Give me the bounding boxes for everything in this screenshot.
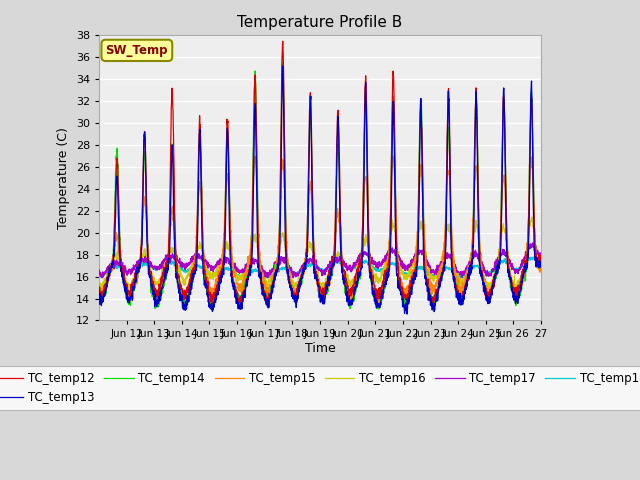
TC_temp16	[444, 227, 451, 233]
TC_temp17	[310, 259, 318, 265]
TC_temp16	[118, 264, 125, 269]
TC_temp14	[402, 307, 410, 313]
TC_temp14	[95, 290, 103, 296]
Line: TC_temp14: TC_temp14	[99, 62, 541, 310]
TC_temp16	[528, 214, 536, 220]
TC_temp13	[444, 131, 451, 136]
Text: SW_Temp: SW_Temp	[106, 44, 168, 57]
TC_temp18	[235, 276, 243, 282]
TC_temp13	[310, 271, 318, 276]
Title: Temperature Profile B: Temperature Profile B	[237, 15, 403, 30]
Line: TC_temp17: TC_temp17	[99, 243, 541, 278]
TC_temp17	[444, 250, 451, 256]
X-axis label: Time: Time	[305, 342, 335, 355]
TC_temp14	[279, 60, 287, 65]
TC_temp17	[525, 243, 532, 249]
TC_temp18	[118, 264, 125, 270]
TC_temp13	[525, 237, 532, 242]
TC_temp14	[525, 211, 532, 216]
TC_temp18	[95, 273, 103, 278]
TC_temp13	[118, 268, 125, 274]
TC_temp14	[310, 250, 318, 255]
TC_temp16	[291, 287, 298, 292]
TC_temp12	[525, 223, 532, 228]
TC_temp14	[118, 270, 125, 276]
TC_temp13	[403, 311, 411, 317]
TC_temp14	[444, 146, 451, 152]
TC_temp15	[95, 280, 103, 286]
TC_temp15	[537, 264, 545, 270]
TC_temp17	[529, 240, 537, 246]
TC_temp12	[279, 38, 287, 44]
TC_temp17	[299, 264, 307, 269]
TC_temp12	[310, 249, 318, 255]
TC_temp17	[289, 275, 297, 281]
TC_temp12	[95, 284, 103, 289]
Line: TC_temp16: TC_temp16	[99, 217, 541, 289]
Line: TC_temp12: TC_temp12	[99, 41, 541, 305]
TC_temp14	[537, 263, 545, 269]
TC_temp18	[310, 263, 318, 268]
TC_temp16	[95, 280, 103, 286]
TC_temp16	[525, 230, 532, 236]
TC_temp16	[310, 254, 318, 260]
TC_temp15	[298, 269, 306, 275]
TC_temp14	[299, 272, 307, 278]
TC_temp15	[390, 153, 397, 159]
TC_temp12	[537, 260, 545, 265]
TC_temp18	[525, 257, 532, 263]
TC_temp12	[429, 302, 437, 308]
TC_temp18	[299, 265, 307, 271]
TC_temp13	[299, 269, 307, 275]
TC_temp17	[118, 265, 125, 271]
TC_temp13	[95, 288, 103, 293]
Line: TC_temp18: TC_temp18	[99, 257, 541, 279]
TC_temp15	[525, 214, 532, 220]
TC_temp15	[310, 245, 317, 251]
Line: TC_temp15: TC_temp15	[99, 156, 541, 303]
Line: TC_temp13: TC_temp13	[99, 66, 541, 314]
TC_temp16	[537, 267, 545, 273]
Legend: TC_temp12, TC_temp13, TC_temp14, TC_temp15, TC_temp16, TC_temp17, TC_temp18: TC_temp12, TC_temp13, TC_temp14, TC_temp…	[0, 366, 640, 410]
TC_temp16	[524, 236, 532, 241]
TC_temp17	[524, 246, 532, 252]
Y-axis label: Temperature (C): Temperature (C)	[57, 127, 70, 229]
TC_temp13	[279, 63, 287, 69]
TC_temp15	[375, 300, 383, 306]
TC_temp18	[537, 260, 545, 266]
TC_temp12	[444, 116, 451, 122]
TC_temp18	[444, 264, 451, 270]
TC_temp17	[537, 259, 545, 264]
TC_temp15	[525, 219, 532, 225]
TC_temp12	[299, 274, 307, 280]
TC_temp15	[444, 175, 451, 181]
TC_temp14	[525, 217, 532, 223]
TC_temp18	[524, 256, 532, 262]
TC_temp18	[529, 254, 536, 260]
TC_temp13	[537, 257, 545, 263]
TC_temp12	[118, 268, 125, 274]
TC_temp12	[525, 216, 532, 222]
TC_temp16	[299, 270, 307, 276]
TC_temp13	[525, 252, 532, 258]
TC_temp15	[118, 267, 125, 273]
TC_temp17	[95, 270, 103, 276]
